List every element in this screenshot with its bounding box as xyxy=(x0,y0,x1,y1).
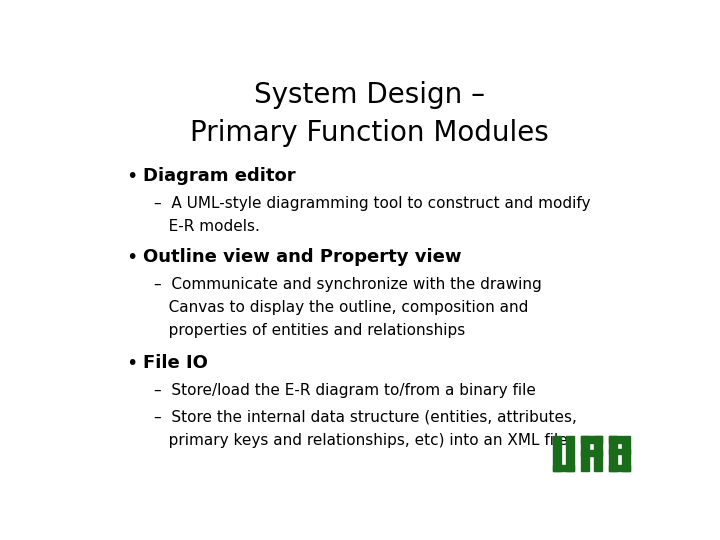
Bar xyxy=(567,436,575,471)
Bar xyxy=(594,436,602,471)
Bar xyxy=(609,436,617,471)
Text: Outline view and Property view: Outline view and Property view xyxy=(143,248,462,266)
Bar xyxy=(622,443,630,455)
Text: •: • xyxy=(126,167,138,186)
Text: primary keys and relationships, etc) into an XML file: primary keys and relationships, etc) int… xyxy=(154,433,568,448)
Bar xyxy=(609,436,630,443)
Text: E-R models.: E-R models. xyxy=(154,219,260,234)
Text: Canvas to display the outline, composition and: Canvas to display the outline, compositi… xyxy=(154,300,528,315)
Bar xyxy=(581,436,589,471)
Text: File IO: File IO xyxy=(143,354,208,372)
Bar xyxy=(553,436,561,471)
Bar xyxy=(622,455,630,471)
Text: –  A UML-style diagramming tool to construct and modify: – A UML-style diagramming tool to constr… xyxy=(154,196,590,211)
Text: –  Communicate and synchronize with the drawing: – Communicate and synchronize with the d… xyxy=(154,277,542,292)
Text: –  Store/load the E-R diagram to/from a binary file: – Store/load the E-R diagram to/from a b… xyxy=(154,383,536,398)
Text: Primary Function Modules: Primary Function Modules xyxy=(189,119,549,147)
Text: •: • xyxy=(126,354,138,373)
Text: System Design –: System Design – xyxy=(253,82,485,110)
Text: •: • xyxy=(126,248,138,267)
Bar xyxy=(581,436,602,443)
Bar xyxy=(609,465,630,471)
Bar xyxy=(581,450,602,456)
Text: properties of entities and relationships: properties of entities and relationships xyxy=(154,322,465,338)
Bar xyxy=(553,465,575,471)
Text: Diagram editor: Diagram editor xyxy=(143,167,296,185)
Text: –  Store the internal data structure (entities, attributes,: – Store the internal data structure (ent… xyxy=(154,410,577,425)
Bar xyxy=(609,449,630,455)
